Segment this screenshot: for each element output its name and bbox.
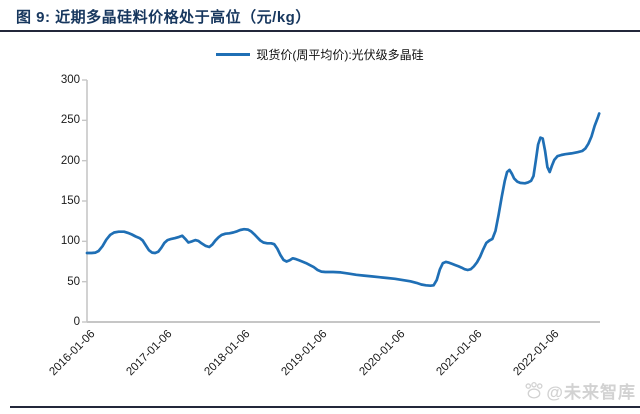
legend-line-swatch bbox=[216, 53, 251, 56]
watermark: @未来智库 bbox=[524, 378, 636, 403]
y-axis-tick-label: 100 bbox=[60, 235, 80, 248]
y-axis-tick-label: 0 bbox=[73, 316, 80, 328]
title-rule bbox=[0, 30, 640, 32]
watermark-text: @未来智库 bbox=[546, 383, 636, 402]
bottom-rule bbox=[10, 406, 640, 408]
legend-label: 现货价(周平均价):光伏级多晶硅 bbox=[256, 48, 424, 62]
chart-legend: 现货价(周平均价):光伏级多晶硅 bbox=[0, 46, 640, 63]
figure-title: 图 9: 近期多晶硅料价格处于高位（元/kg） bbox=[16, 9, 311, 26]
y-axis-tick-label: 150 bbox=[60, 195, 80, 207]
price-line bbox=[85, 112, 601, 288]
y-axis-tick-label: 50 bbox=[67, 275, 80, 288]
y-axis-tick-label: 200 bbox=[60, 154, 80, 167]
y-axis-tick-label: 300 bbox=[60, 74, 80, 86]
y-axis-tick-label: 250 bbox=[60, 114, 80, 127]
wemedia-paw-logo-icon bbox=[525, 381, 543, 399]
